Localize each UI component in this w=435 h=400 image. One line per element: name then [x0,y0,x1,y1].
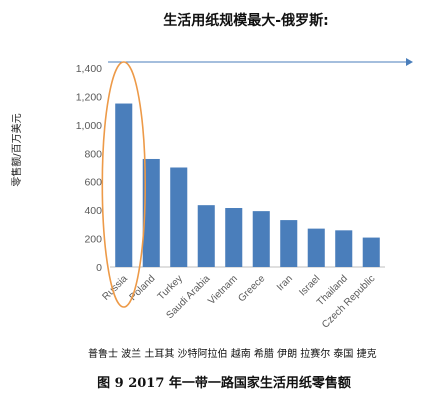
x-tick-label: Greece [236,273,267,304]
y-tick-label: 1,400 [76,63,102,75]
y-tick-label: 600 [84,177,102,189]
bar [252,211,270,267]
x-tick-label: Vietnam [206,273,240,307]
y-tick-label: 0 [96,262,102,274]
y-axis-label: 零售额/百万美元 [10,113,23,186]
bar [335,230,353,267]
y-tick-label: 200 [84,234,102,246]
chart-title: 生活用纸规模最大-俄罗斯: [163,12,328,29]
bar [142,158,160,267]
bar [225,208,243,267]
bar [115,103,133,268]
bar [362,237,380,267]
figure-caption: 图 9 2017 年一带一路国家生活用纸零售额 [97,375,351,391]
y-tick-label: 1,000 [76,120,102,132]
y-tick-label: 800 [84,148,102,160]
x-tick-label: Iran [275,273,295,293]
highlight-ellipse [101,61,147,308]
bar [307,228,325,267]
header-arrow-head [406,58,413,66]
y-tick-label: 1,200 [76,91,102,103]
x-tick-label: Israel [297,273,322,298]
bar [170,167,188,267]
bar [197,205,215,267]
chinese-country-names: 普鲁士 波兰 土耳其 沙特阿拉伯 越南 希腊 伊朗 拉赛尔 泰国 捷克 [88,347,377,360]
plot-area: 02004006008001,0001,2001,400RussiaPoland… [76,61,385,331]
bar [280,220,298,267]
y-tick-label: 400 [84,205,102,217]
